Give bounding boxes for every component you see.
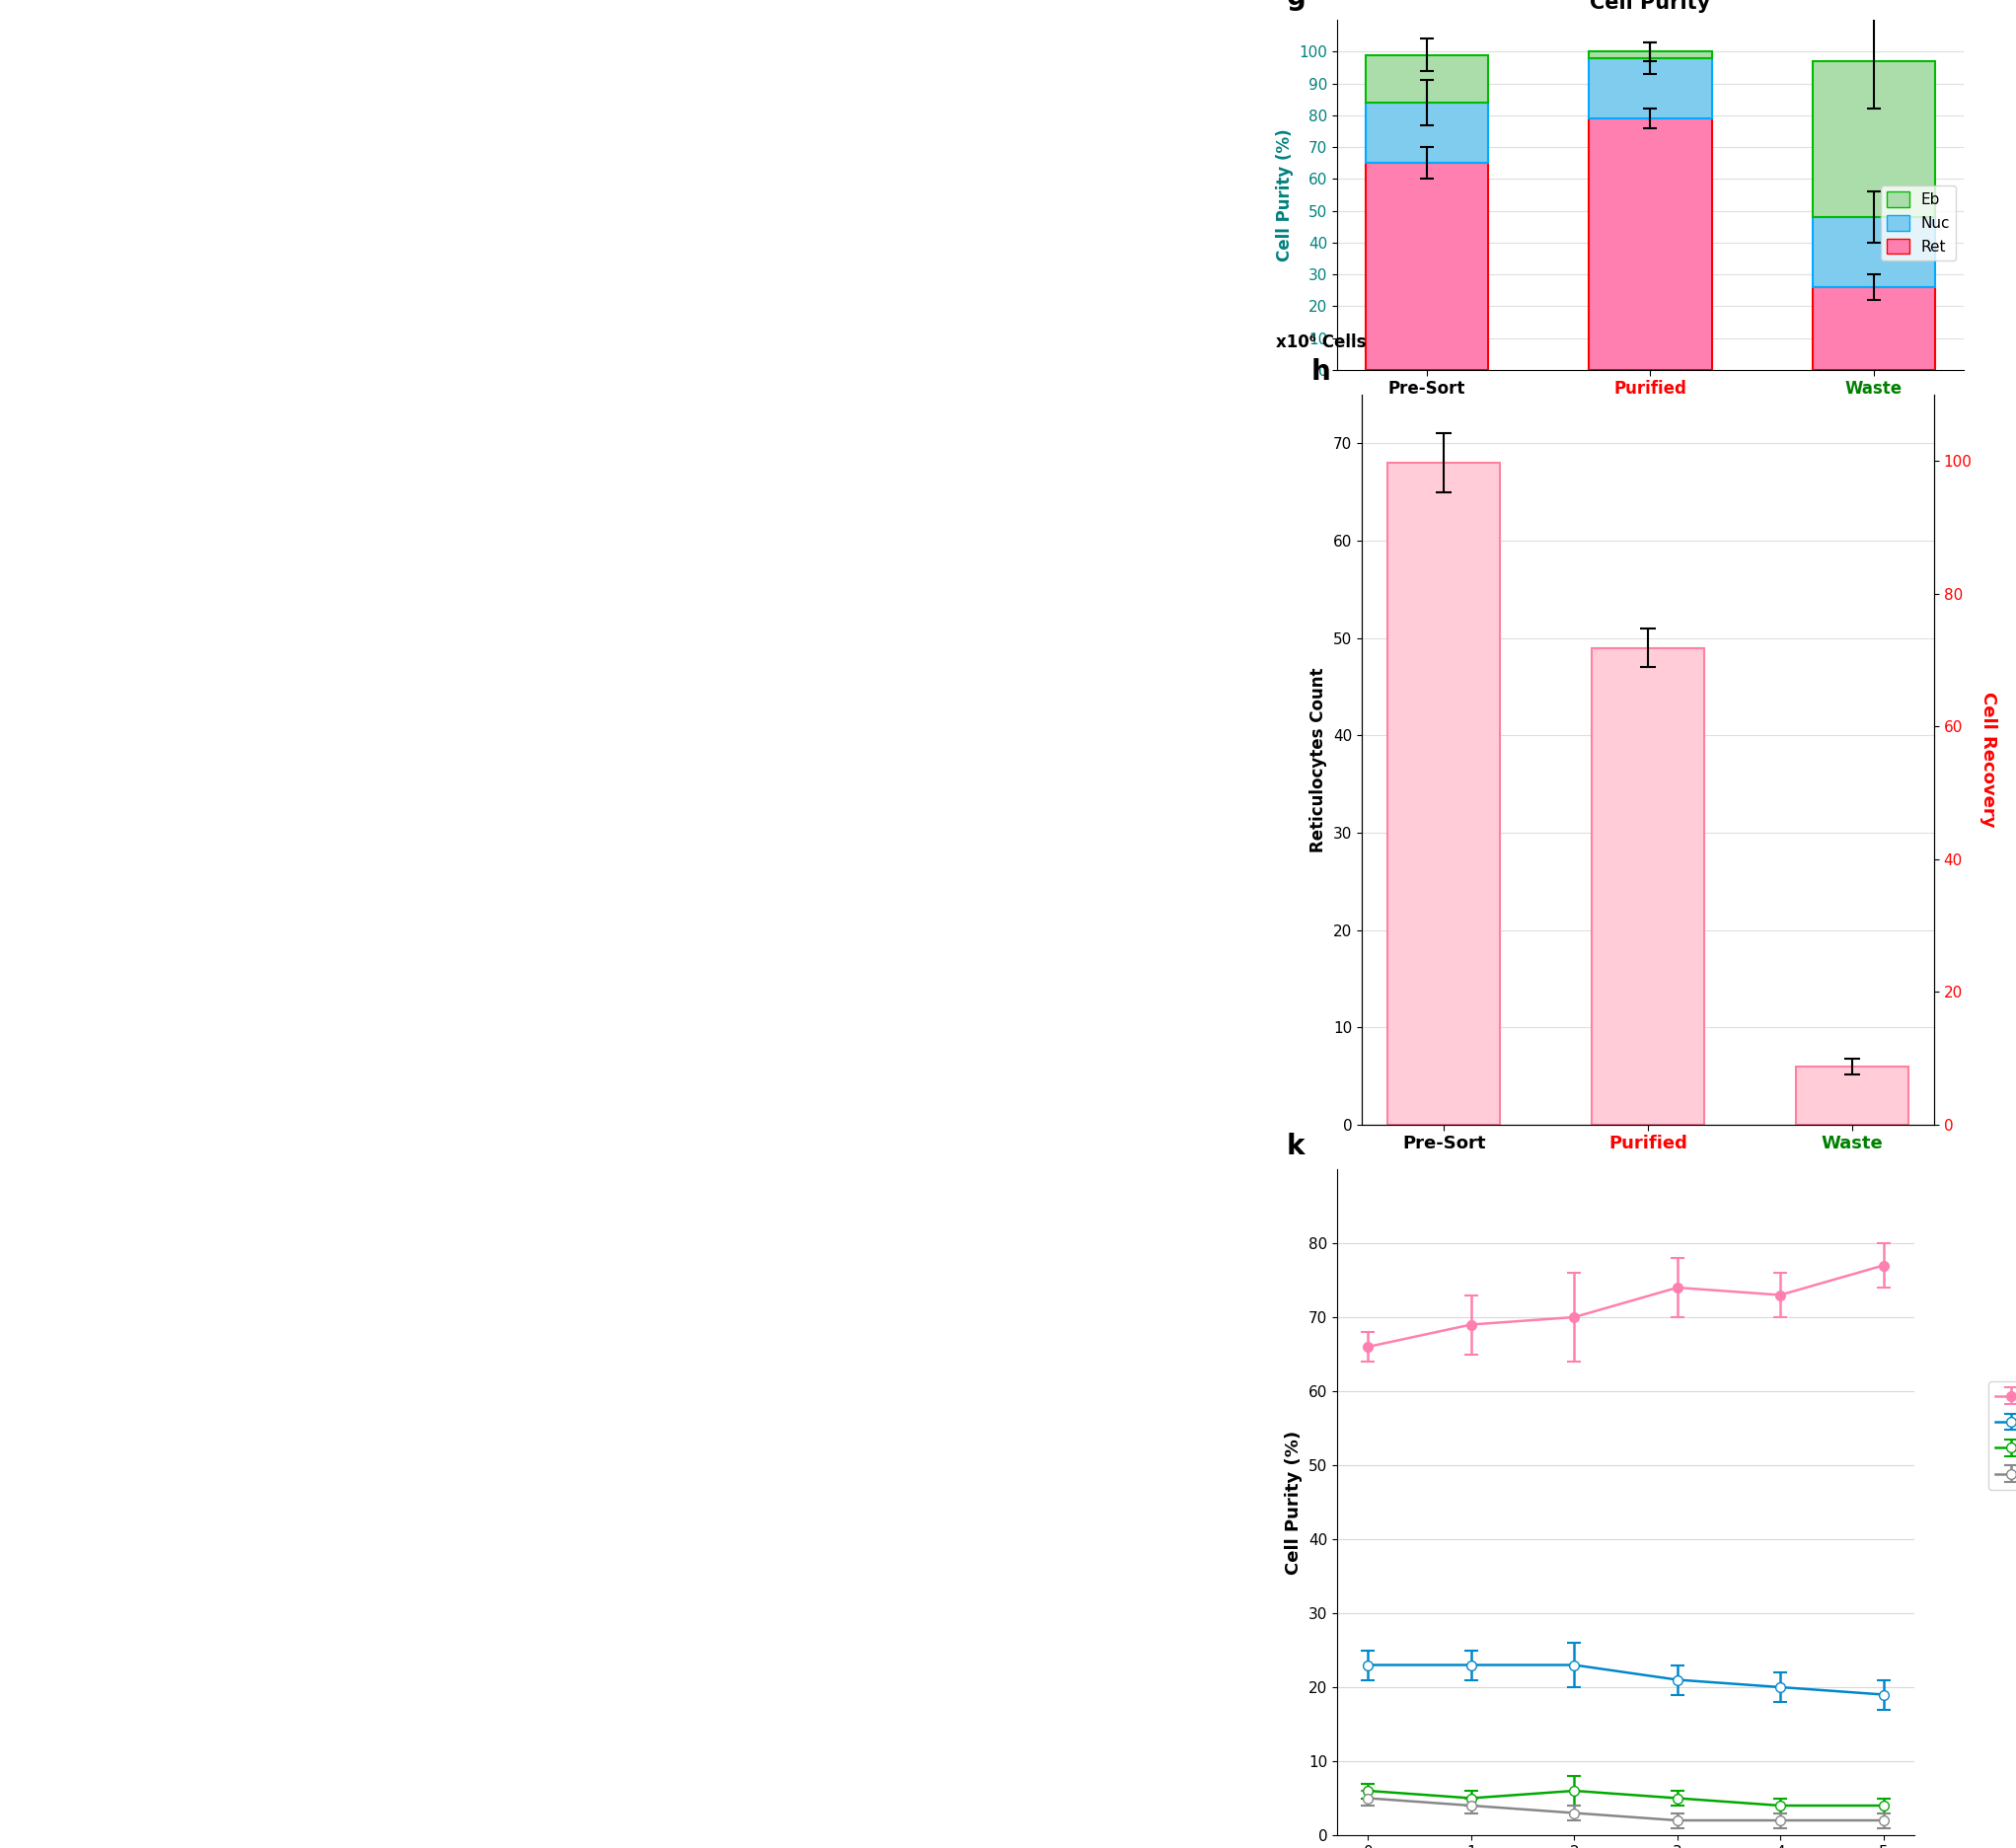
Y-axis label: Cell Recovery: Cell Recovery — [1980, 691, 1998, 828]
Y-axis label: Cell Purity (%): Cell Purity (%) — [1284, 1430, 1302, 1574]
Bar — [1365, 55, 1488, 102]
Bar — [1593, 649, 1704, 1125]
Text: g: g — [1286, 0, 1306, 11]
Title: Cell Purity: Cell Purity — [1591, 0, 1712, 13]
Bar — [1812, 286, 1935, 370]
Text: k: k — [1286, 1133, 1304, 1161]
Bar — [1589, 52, 1712, 57]
Legend: Ret, Nuc, Eb, Dead: Ret, Nuc, Eb, Dead — [1988, 1380, 2016, 1489]
Bar — [1365, 163, 1488, 370]
Legend: Eb, Nuc, Ret: Eb, Nuc, Ret — [1881, 185, 1956, 261]
Bar — [1812, 61, 1935, 218]
Bar — [1812, 218, 1935, 286]
Y-axis label: Cell Purity (%): Cell Purity (%) — [1276, 129, 1294, 261]
Text: h: h — [1310, 359, 1331, 386]
Bar — [1387, 462, 1500, 1125]
Y-axis label: Reticulocytes Count: Reticulocytes Count — [1310, 667, 1329, 852]
Bar — [1589, 118, 1712, 370]
Bar — [1589, 57, 1712, 118]
Text: x10⁶ Cells: x10⁶ Cells — [1276, 333, 1367, 351]
Bar — [1796, 1066, 1907, 1125]
Bar — [1365, 102, 1488, 163]
